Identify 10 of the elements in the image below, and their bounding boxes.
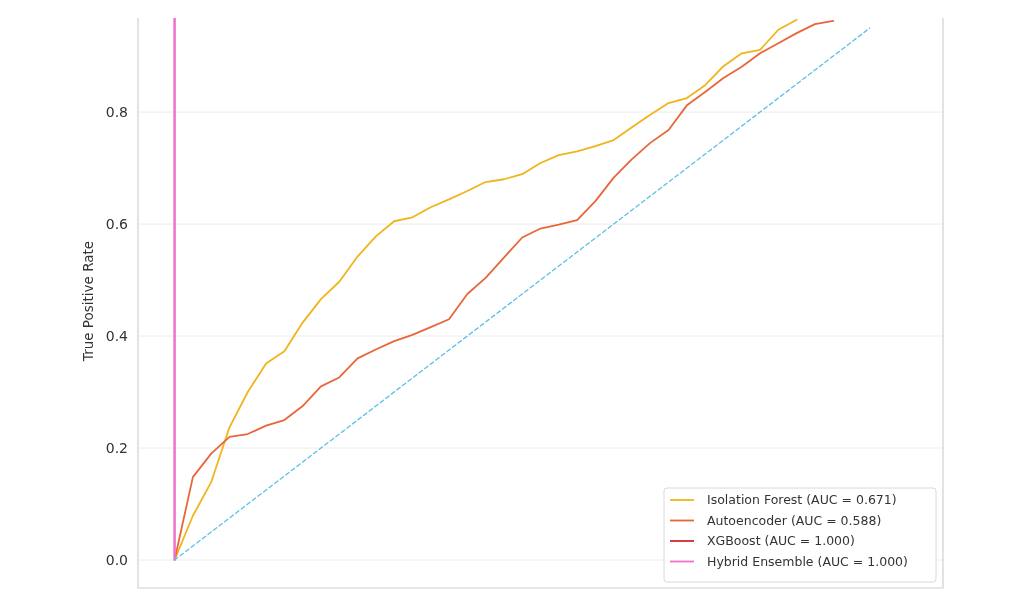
y-tick-label: 0.4 bbox=[105, 327, 129, 344]
legend-label: Isolation Forest (AUC = 0.671) bbox=[707, 492, 897, 508]
legend-label: Autoencoder (AUC = 0.588) bbox=[707, 512, 882, 528]
y-tick-label: 0.8 bbox=[105, 103, 128, 120]
y-axis-title: True Positive Rate bbox=[80, 240, 96, 363]
y-tick-label: 0.6 bbox=[105, 215, 129, 232]
y-tick-label: 0.2 bbox=[105, 439, 128, 456]
y-tick-label: 0.0 bbox=[105, 551, 128, 568]
legend-label: XGBoost (AUC = 1.000) bbox=[707, 533, 855, 549]
legend-label: Hybrid Ensemble (AUC = 1.000) bbox=[707, 553, 908, 569]
